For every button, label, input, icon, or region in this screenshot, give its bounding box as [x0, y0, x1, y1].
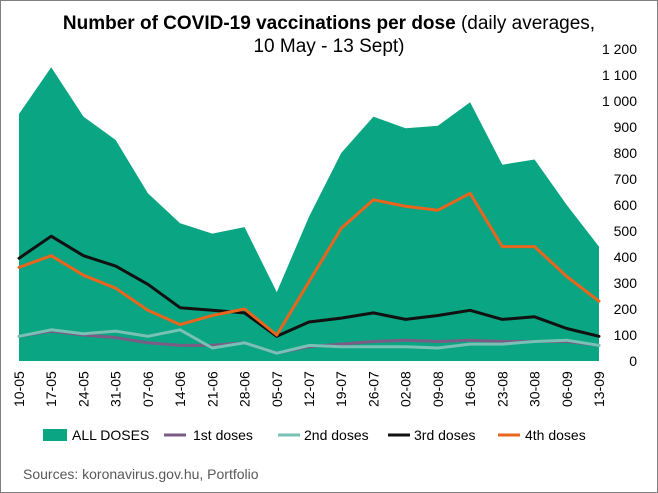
legend-label-all-doses: ALL DOSES [72, 427, 149, 443]
x-tick-label: 02-08 [398, 371, 414, 407]
chart-title-bold: Number of COVID-19 vaccinations per dose [63, 13, 456, 34]
y-axis-ticks: 0 100 200 300 400 500 600 700 800 900 1 000 1 100 1 … [602, 41, 637, 369]
x-tick-label: 30-08 [527, 371, 543, 407]
y-tick-label: 1 200 [602, 41, 637, 57]
y-tick-label: 100 [614, 327, 638, 343]
x-axis-ticks: 10-05 17-05 24-05 31-05 07-06 14-06 21-06 28-06… [11, 371, 607, 407]
y-tick-label: 900 [614, 119, 638, 135]
x-tick-label: 26-07 [365, 371, 381, 407]
x-tick-label: 10-05 [11, 371, 27, 407]
x-tick-label: 28-06 [237, 371, 253, 407]
y-tick-label: 0 [629, 353, 637, 369]
legend: ALL DOSES 1st doses 2nd doses 3rd doses 4th … [43, 427, 586, 443]
y-tick-label: 600 [614, 197, 638, 213]
y-tick-label: 800 [614, 145, 638, 161]
x-tick-label: 12-07 [301, 371, 317, 407]
x-tick-label: 16-08 [462, 371, 478, 407]
legend-label-3rd-doses: 3rd doses [414, 427, 475, 443]
y-tick-label: 500 [614, 223, 638, 239]
x-tick-label: 19-07 [333, 371, 349, 407]
all-doses-area [19, 67, 599, 361]
y-tick-label: 700 [614, 171, 638, 187]
y-tick-label: 400 [614, 249, 638, 265]
chart-title-line2: 10 May - 13 Sept) [253, 36, 404, 57]
y-tick-label: 1 000 [602, 93, 637, 109]
legend-label-2nd-doses: 2nd doses [304, 427, 369, 443]
x-tick-label: 06-09 [559, 371, 575, 407]
legend-swatch-all-doses [43, 429, 67, 441]
chart-title-normal: (daily averages, [456, 13, 595, 34]
line-series-layer [17, 191, 601, 355]
x-tick-label: 24-05 [75, 371, 91, 407]
legend-label-4th-doses: 4th doses [525, 427, 586, 443]
x-tick-label: 07-06 [140, 371, 156, 407]
x-tick-label: 21-06 [204, 371, 220, 407]
x-tick-label: 09-08 [430, 371, 446, 407]
area-series-layer [19, 67, 599, 361]
source-note: Sources: koronavirus.gov.hu, Portfolio [23, 466, 259, 482]
x-tick-label: 13-09 [591, 371, 607, 407]
x-tick-label: 05-07 [269, 371, 285, 407]
x-tick-label: 23-08 [494, 371, 510, 407]
x-tick-label: 14-06 [172, 371, 188, 407]
legend-label-1st-doses: 1st doses [193, 427, 253, 443]
y-tick-label: 200 [614, 301, 638, 317]
y-tick-label: 1 100 [602, 67, 637, 83]
chart-title: Number of COVID-19 vaccinations per dose… [63, 13, 595, 34]
x-tick-label: 31-05 [108, 371, 124, 407]
x-tick-label: 17-05 [43, 371, 59, 407]
y-tick-label: 300 [614, 275, 638, 291]
